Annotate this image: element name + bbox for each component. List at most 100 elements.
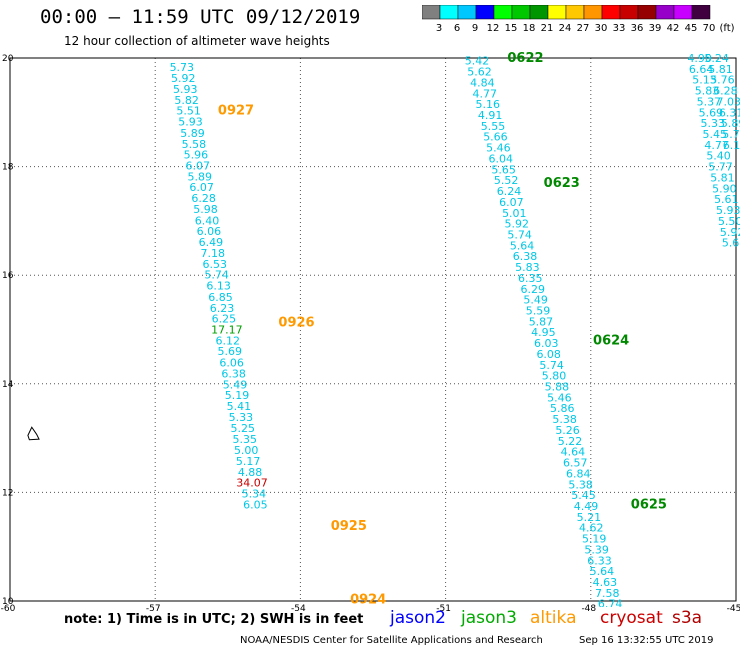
swh-value-label: 7.03 — [716, 95, 740, 108]
swh-value-label: 5.93 — [178, 116, 203, 129]
swh-value-label: 6.07 — [499, 196, 524, 209]
swh-value-label: 5.90 — [712, 182, 737, 195]
swh-value-label: 5.96 — [184, 149, 209, 162]
swh-value-label: 5.34 — [242, 487, 267, 500]
swh-value-label: 4.63 — [593, 576, 618, 589]
swh-value-label: 6.33 — [587, 554, 612, 567]
swh-value-label: 5.26 — [555, 424, 580, 437]
legend-label: 27 — [577, 23, 590, 34]
swh-value-label: 5.45 — [571, 489, 596, 502]
swh-value-label: 5.51 — [176, 105, 201, 118]
swh-value-label: 7.58 — [595, 587, 620, 600]
swh-value-label: 6.08 — [536, 348, 561, 361]
swh-value-label: 5.61 — [714, 193, 739, 206]
swh-value-label: 5.21 — [577, 511, 602, 524]
swh-value-label: 5.69 — [217, 345, 242, 358]
swh-value-label: 5.98 — [193, 203, 218, 216]
swh-value-label: 5.64 — [590, 565, 615, 578]
swh-value-label: 5.63 — [722, 237, 740, 250]
x-tick-label: -60 — [1, 604, 16, 614]
credit-line: NOAA/NESDIS Center for Satellite Applica… — [240, 635, 543, 646]
legend-swatch — [691, 5, 711, 20]
swh-value-label: 5.45 — [702, 128, 727, 141]
pass-label: 0625 — [631, 497, 667, 512]
swh-value-label: 6.53 — [202, 258, 227, 271]
legend-label: 42 — [667, 23, 680, 34]
swh-value-label: 5.16 — [475, 98, 500, 111]
swh-value-label: 6.31 — [719, 106, 740, 119]
y-tick-label: 18 — [2, 163, 14, 173]
swh-value-label: 6.40 — [195, 214, 220, 227]
y-tick-label: 10 — [2, 597, 14, 607]
swh-value-label: 5.55 — [481, 120, 506, 133]
swh-value-label: 6.06 — [197, 225, 222, 238]
swh-value-label: 5.87 — [529, 315, 554, 328]
legend-label: 45 — [685, 23, 698, 34]
pass-label: 0924 — [350, 592, 386, 607]
legend-label: 3 — [436, 23, 442, 34]
x-tick-label: -48 — [581, 604, 596, 614]
swh-value-label: 5.89 — [187, 170, 212, 183]
swh-value-label: 5.46 — [547, 391, 572, 404]
swh-value-label: 5.38 — [568, 478, 593, 491]
y-tick-label: 12 — [2, 488, 13, 498]
swh-value-label: 6.49 — [199, 236, 224, 249]
swh-value-label: 5.74 — [204, 269, 229, 282]
y-tick-label: 20 — [2, 54, 14, 64]
swh-value-label: 5.50 — [718, 215, 740, 228]
swh-value-label: 4.84 — [470, 76, 495, 89]
swh-value-label: 6.38 — [221, 367, 246, 380]
swh-value-label: 6.23 — [210, 302, 235, 315]
legend-cryosat: cryosat — [600, 608, 663, 628]
swh-value-label: 5.01 — [502, 207, 527, 220]
swh-value-label: 6.29 — [520, 283, 545, 296]
island-outline — [27, 426, 40, 441]
pass-label: 0925 — [331, 519, 367, 534]
legend-altika: altika — [530, 608, 577, 628]
swh-value-label: 5.74 — [539, 359, 564, 372]
swh-value-label: 6.38 — [513, 250, 538, 263]
swh-value-label: 5.19 — [582, 533, 607, 546]
swh-value-label: 5.24 — [704, 52, 729, 65]
swh-color-legend: 3 6 9 12 15 18 21 24 27 30 33 36 39 42 45 70 (ft) — [422, 5, 735, 34]
swh-value-label: 4.77 — [704, 139, 729, 152]
swh-value-label: 5.49 — [523, 294, 548, 307]
legend-label: 30 — [595, 23, 608, 34]
swh-value-label: 4.95 — [531, 326, 556, 339]
swh-value-label: 5.40 — [706, 150, 731, 163]
swh-value-label: 5.89 — [180, 127, 205, 140]
swh-value-label: 5.66 — [483, 131, 508, 144]
swh-value-label: 6.74 — [598, 598, 623, 611]
swh-value-label: 4.62 — [579, 522, 604, 535]
swh-value-label: 5.25 — [231, 422, 256, 435]
swh-value-label: 5.49 — [223, 378, 248, 391]
pass-label: 0927 — [218, 104, 254, 119]
pass-label: 0623 — [544, 176, 580, 191]
swh-value-label: 5.77 — [708, 161, 733, 174]
swh-value-label: 5.69 — [699, 106, 724, 119]
swh-value-label: 6.57 — [563, 457, 588, 470]
swh-value-label: 6.28 — [713, 85, 738, 98]
swh-value-label: 5.75 — [722, 128, 740, 141]
swh-value-label: 6.25 — [212, 313, 237, 326]
swh-value-label: 5.33 — [701, 117, 726, 130]
swh-value-label: 6.07 — [186, 160, 211, 173]
swh-value-label: 5.42 — [465, 55, 490, 68]
swh-value-label: 6.28 — [191, 192, 216, 205]
pass-label: 0622 — [507, 51, 543, 66]
plot-frame — [9, 57, 737, 602]
swh-value-label: 5.64 — [510, 239, 535, 252]
swh-value-label: 4.88 — [238, 466, 263, 479]
x-tick-label: -45 — [727, 604, 740, 614]
swh-value-label: 5.86 — [550, 402, 575, 415]
legend-label: 15 — [505, 23, 518, 34]
swh-value-label: 4.91 — [478, 109, 503, 122]
swh-value-label: 5.93 — [173, 83, 198, 96]
swh-value-label: 6.12 — [216, 334, 241, 347]
swh-value-label: 5.22 — [558, 435, 583, 448]
swh-value-label: 5.37 — [697, 95, 722, 108]
legend-label: 24 — [559, 23, 572, 34]
swh-value-label: 6.03 — [534, 337, 559, 350]
swh-value-label: 6.85 — [208, 291, 233, 304]
